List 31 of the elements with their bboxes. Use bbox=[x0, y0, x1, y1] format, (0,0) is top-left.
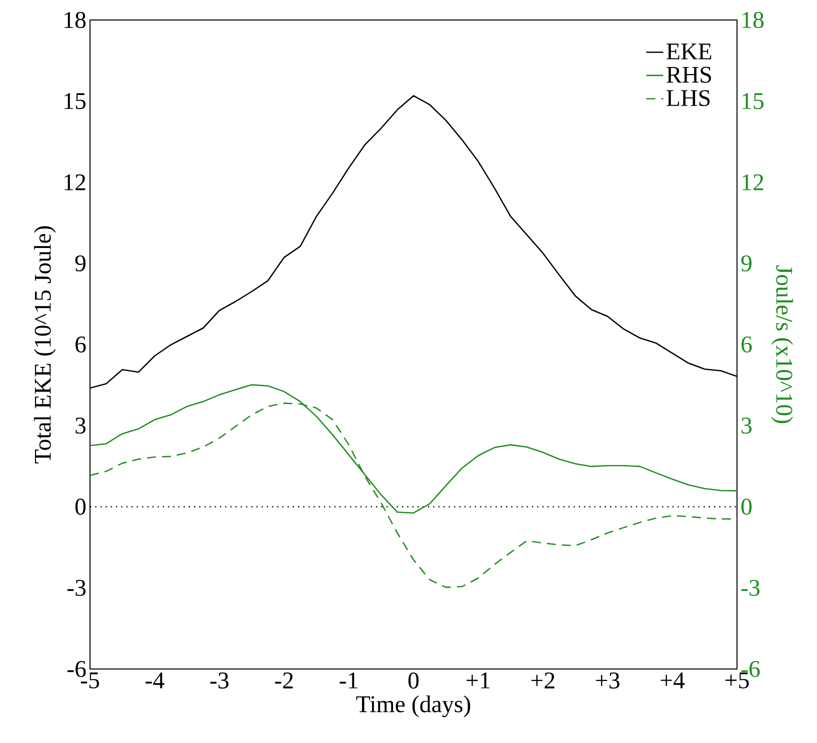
y2-tick-label: 12 bbox=[742, 174, 764, 190]
x-tick-label: +4 bbox=[660, 672, 685, 688]
legend-label: LHS bbox=[666, 90, 710, 106]
y-tick-label: 6 bbox=[76, 336, 86, 353]
legend-label: EKE bbox=[666, 44, 712, 60]
x-tick-label: -2 bbox=[275, 672, 293, 688]
y-tick-label: 9 bbox=[75, 255, 86, 272]
y2-tick-label: -3 bbox=[741, 580, 760, 596]
y-axis-title: Total EKE (10^15 Joule) bbox=[34, 226, 56, 464]
x-tick-label: -4 bbox=[146, 672, 164, 688]
x-tick-label: +2 bbox=[531, 672, 554, 688]
y2-tick-label: 3 bbox=[742, 418, 752, 434]
legend-label: RHS bbox=[666, 66, 711, 83]
x-axis-title: Time (days) bbox=[356, 695, 470, 718]
y2-tick-label: 6 bbox=[742, 336, 752, 353]
x-tick-label: -1 bbox=[340, 672, 358, 688]
y-tick-label: 0 bbox=[75, 498, 86, 515]
y-tick-label: 18 bbox=[64, 12, 86, 28]
y-tick-label: 12 bbox=[64, 174, 86, 190]
y-tick-label: 15 bbox=[64, 93, 86, 110]
x-tick-label: -3 bbox=[210, 672, 228, 689]
x-tick-label: +1 bbox=[466, 672, 490, 688]
y2-tick-label: 18 bbox=[742, 12, 764, 28]
y2-tick-label: 0 bbox=[741, 498, 752, 515]
y-tick-label: -3 bbox=[67, 580, 86, 596]
y-tick-label: 3 bbox=[76, 418, 86, 434]
y2-axis-title: Joule/s (x10^10) bbox=[771, 265, 793, 424]
y2-tick-label: 15 bbox=[742, 93, 764, 110]
x-tick-label: 0 bbox=[408, 672, 419, 689]
y2-tick-label: 9 bbox=[741, 255, 752, 272]
x-tick-label: +3 bbox=[596, 672, 620, 689]
